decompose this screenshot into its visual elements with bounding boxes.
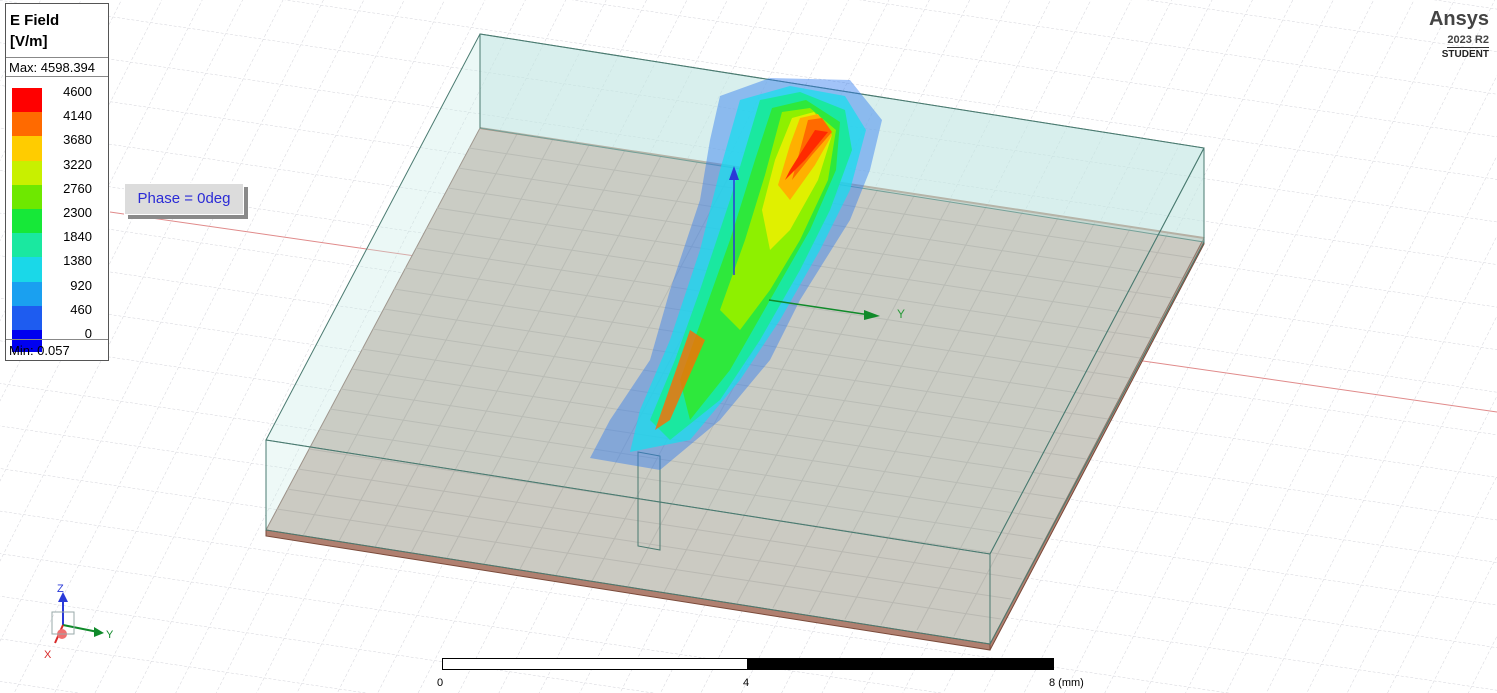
legend-tick-label: 3220 [63, 156, 92, 172]
e-field-plot[interactable] [590, 78, 882, 470]
legend-swatch [12, 257, 42, 282]
brand-edition: STUDENT [1441, 49, 1489, 60]
brand-version: 2023 R2 [1447, 34, 1489, 48]
legend-min: Min: 0.057 [6, 339, 108, 360]
legend-tick-label: 3680 [63, 132, 92, 148]
field-legend[interactable]: E Field [V/m] Max: 4598.394 4600 4140 3680… [5, 3, 109, 361]
scale-label-4: 4 [743, 677, 750, 689]
legend-swatch [12, 330, 42, 352]
feed-port[interactable] [637, 451, 661, 551]
legend-title: E Field [10, 12, 60, 29]
scale-label-0: 0 [437, 677, 444, 689]
legend-swatch [12, 136, 42, 161]
legend-tick-label: 2760 [63, 180, 92, 196]
legend-swatch [12, 209, 42, 234]
legend-tick-label: 1840 [63, 229, 92, 245]
triad-y-label: Y [106, 629, 114, 641]
legend-tick-label: 920 [70, 277, 92, 293]
legend-tick-label: 4140 [63, 108, 92, 124]
scale-label-8: 8 (mm) [1049, 677, 1084, 689]
brand: Ansys 2023 R2 STUDENT [1429, 8, 1489, 62]
legend-swatch [12, 112, 42, 137]
legend-tick-label: 4600 [63, 84, 92, 99]
scale-bar [442, 658, 1054, 671]
brand-name: Ansys [1428, 8, 1489, 30]
legend-tick-label: 0 [84, 326, 92, 341]
local-axes: Y [729, 166, 905, 321]
local-y-axis-label: Y [897, 307, 905, 321]
legend-swatch [12, 233, 42, 258]
legend-tick-label: 1380 [63, 253, 92, 269]
triad-z-label: Z [57, 583, 64, 595]
legend-unit: [V/m] [10, 33, 48, 50]
legend-swatch [12, 305, 42, 330]
legend-max: Max: 4598.394 [6, 57, 108, 77]
phase-label[interactable]: Phase = 0deg [124, 183, 244, 215]
legend-tick-label: 2300 [63, 205, 92, 220]
legend-swatch [12, 160, 42, 185]
orientation-triad[interactable]: Z Y X [44, 583, 114, 661]
triad-x-label: X [44, 649, 52, 661]
legend-swatch [12, 88, 42, 113]
legend-swatch [12, 281, 42, 306]
legend-swatch [12, 184, 42, 209]
legend-tick-label: 460 [70, 301, 92, 317]
